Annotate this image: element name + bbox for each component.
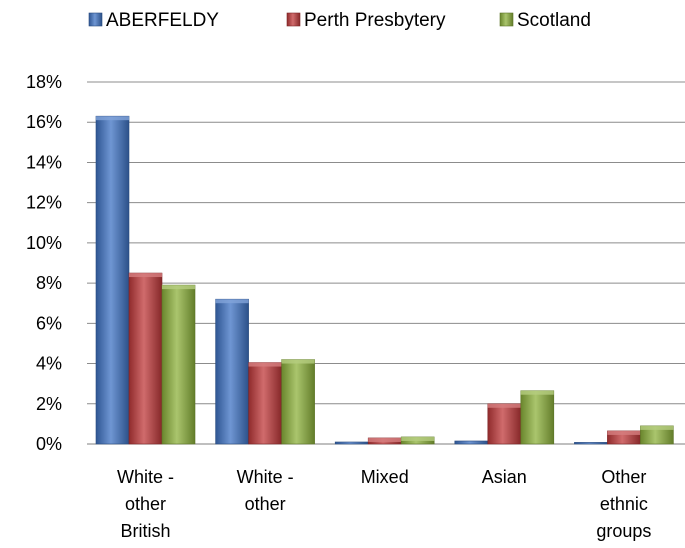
bar bbox=[215, 298, 249, 445]
bar bbox=[487, 403, 522, 445]
bar-top-highlight bbox=[368, 437, 402, 442]
legend-label: Perth Presbytery bbox=[304, 10, 446, 31]
legend-swatch bbox=[88, 12, 103, 27]
y-axis-ticks: 0% 2% 4% 6% 8% 10% 12% 14% 16% 18% bbox=[26, 72, 62, 454]
y-tick-label: 2% bbox=[36, 394, 62, 414]
y-tick-label: 10% bbox=[26, 233, 62, 253]
bar-top-highlight bbox=[607, 430, 641, 435]
bar bbox=[574, 442, 608, 445]
x-tick-label: Asian bbox=[482, 467, 527, 487]
bar-top-highlight bbox=[281, 359, 315, 364]
y-tick-label: 18% bbox=[26, 72, 62, 92]
bar-top-highlight bbox=[162, 285, 195, 290]
bar-top-highlight bbox=[520, 390, 554, 395]
bar bbox=[248, 362, 282, 445]
bar bbox=[334, 441, 369, 445]
bar-top-highlight bbox=[487, 403, 521, 408]
x-tick-label: White -other bbox=[237, 467, 294, 514]
bar bbox=[161, 284, 196, 445]
bar-top-highlight bbox=[640, 425, 674, 430]
y-tick-label: 12% bbox=[26, 193, 62, 213]
x-tick-label: White -other British bbox=[117, 467, 174, 541]
y-tick-label: 16% bbox=[26, 112, 62, 132]
y-tick-label: 0% bbox=[36, 434, 62, 454]
legend: ABERFELDY Perth Presbytery Scotland bbox=[88, 10, 591, 31]
y-tick-label: 14% bbox=[26, 152, 62, 172]
bar bbox=[128, 272, 163, 445]
y-tick-label: 4% bbox=[36, 354, 62, 374]
bar-top-highlight bbox=[401, 436, 435, 441]
x-axis-labels: White -other British White -other Mixed Asia… bbox=[117, 467, 651, 541]
bar bbox=[281, 359, 315, 445]
bars bbox=[95, 115, 674, 445]
bar-top-highlight bbox=[248, 362, 282, 367]
x-tick-label: Other ethnic groups bbox=[596, 467, 651, 541]
legend-label: Scotland bbox=[517, 10, 591, 31]
bar bbox=[520, 390, 555, 445]
legend-swatch bbox=[499, 12, 514, 27]
y-tick-label: 6% bbox=[36, 313, 62, 333]
x-tick-label: Mixed bbox=[361, 467, 409, 487]
bar-top-highlight bbox=[96, 116, 129, 121]
y-tick-label: 8% bbox=[36, 273, 62, 293]
bar-top-highlight bbox=[129, 273, 162, 278]
legend-label: ABERFELDY bbox=[106, 10, 219, 31]
bar bbox=[95, 115, 130, 445]
bar bbox=[454, 440, 489, 445]
legend-swatch bbox=[286, 12, 301, 27]
bar-top-highlight bbox=[215, 299, 249, 304]
